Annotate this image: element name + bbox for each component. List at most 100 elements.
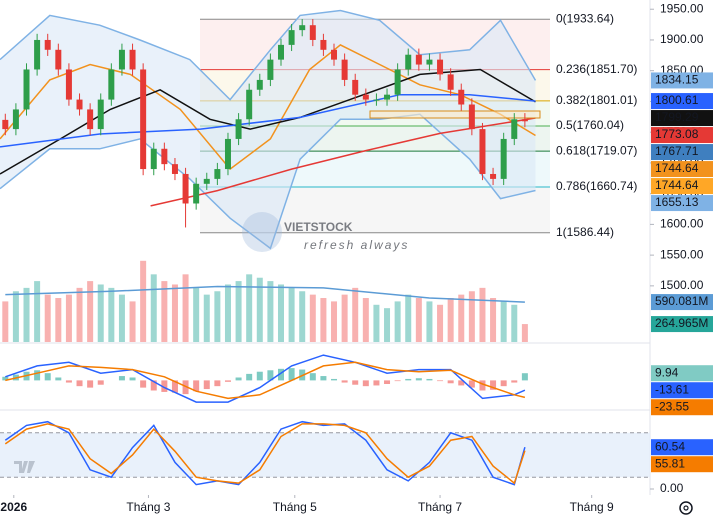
volume-bar (447, 298, 454, 342)
candle-body (203, 178, 210, 184)
volume-bar (331, 301, 338, 342)
candle-body (246, 89, 253, 120)
candle-body (12, 109, 19, 130)
y-tick-label: 1950.00 (660, 1, 704, 15)
volume-bar (97, 284, 104, 342)
price-label: 1744.64 (655, 178, 699, 192)
macd-histogram (161, 380, 168, 392)
candle-body (362, 94, 369, 100)
plot-area (0, 9, 650, 486)
price-label-box (651, 382, 713, 399)
fib-label: 0.236(1851.70) (556, 62, 637, 76)
macd-histogram (97, 380, 104, 385)
candle-body (235, 119, 242, 139)
candle-body (140, 69, 147, 170)
volume-bar (140, 260, 147, 342)
candle-body (331, 49, 338, 60)
watermark-sub: refresh always (304, 238, 409, 252)
price-label-box (651, 439, 713, 456)
volume-bar (44, 294, 51, 342)
volume-bar (511, 304, 518, 342)
volume-bar (118, 294, 125, 342)
volume-bar (108, 287, 115, 342)
volume-bar (458, 294, 465, 342)
volume-bar (161, 281, 168, 342)
volume-bar (320, 298, 327, 342)
volume-bar (288, 287, 295, 342)
volume-bar (87, 281, 94, 342)
band-fill (0, 432, 650, 478)
price-label-box (651, 294, 713, 311)
indicator-line (4, 423, 526, 485)
volume-bar (23, 287, 30, 342)
x-tick-label: Tháng 7 (418, 500, 462, 514)
price-label: 1834.15 (655, 73, 699, 87)
fib-label: 0.382(1801.01) (556, 93, 637, 107)
indicator-line (0, 9, 537, 101)
macd-histogram (521, 373, 528, 381)
candle-body (394, 69, 401, 95)
candle-body (129, 49, 136, 70)
volume-bar (373, 304, 380, 342)
x-tick-label: Tháng 3 (126, 500, 170, 514)
macd-histogram (458, 380, 465, 386)
price-label: -13.61 (655, 382, 689, 396)
fib-label: 0.786(1660.74) (556, 179, 637, 193)
candle-body (500, 138, 507, 179)
macd-histogram (203, 380, 210, 390)
settings-icon[interactable] (679, 501, 693, 515)
macd-histogram (171, 380, 178, 393)
candle-body (341, 59, 348, 80)
price-label-box (651, 93, 713, 110)
candle-body (267, 59, 274, 80)
macd-histogram (235, 377, 242, 381)
y-tick-label: 1550.00 (660, 247, 704, 261)
macd-histogram (55, 377, 62, 381)
macd-histogram (479, 380, 486, 391)
candle-body (108, 69, 115, 100)
candle-body (65, 69, 72, 100)
volume-bar (521, 324, 528, 342)
price-label-box (651, 399, 713, 416)
candle-body (352, 79, 359, 95)
candle-body (44, 39, 51, 50)
macd-histogram (129, 377, 136, 381)
price-label: 60.54 (655, 439, 685, 453)
indicator-line (0, 113, 536, 250)
candle-body (468, 104, 475, 130)
indicator-line (5, 361, 526, 400)
watermark: VIETSTOCK (284, 220, 353, 234)
volume-bar (299, 291, 306, 342)
price-label-box (651, 456, 713, 473)
volume-bar (12, 291, 19, 342)
macd-histogram (511, 380, 518, 383)
macd-histogram (352, 380, 359, 385)
price-label-box (651, 161, 713, 178)
y-tick-label: 1900.00 (660, 32, 704, 46)
indicator-line (150, 117, 536, 207)
candle-body (171, 164, 178, 174)
watermark-logo (242, 212, 282, 252)
price-label: 1773.08 (655, 127, 699, 141)
candle-body (299, 25, 306, 31)
volume-bar (468, 291, 475, 342)
band-fill (0, 10, 536, 249)
volume-bar (65, 294, 72, 342)
fib-label: 0.5(1760.04) (556, 118, 624, 132)
indicator-line (5, 285, 525, 303)
candle-body (373, 99, 380, 101)
candle-body (224, 138, 231, 170)
macd-histogram (309, 373, 316, 381)
volume-bar (224, 284, 231, 342)
volume-bar (256, 277, 263, 342)
price-label-box (651, 178, 713, 195)
price-label-box (651, 110, 713, 127)
candle-body (415, 54, 422, 65)
price-label: 1655.13 (655, 195, 699, 209)
candle-body (426, 59, 433, 65)
price-label: -23.55 (655, 399, 689, 413)
fib-label: 1(1586.44) (556, 225, 614, 239)
indicator-line (5, 354, 526, 403)
candle-body (256, 79, 263, 90)
macd-histogram (468, 380, 475, 388)
